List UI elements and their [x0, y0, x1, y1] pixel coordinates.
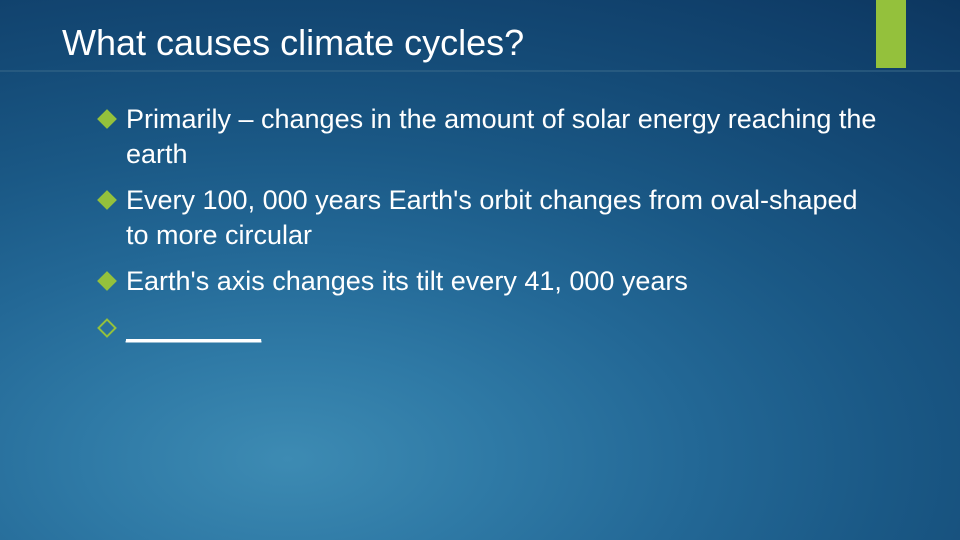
slide: What causes climate cycles? Primarily – … [0, 0, 960, 540]
diamond-icon [97, 109, 117, 129]
accent-block [876, 0, 906, 68]
bullet-item: Earth's axis changes its tilt every 41, … [100, 264, 880, 299]
bullet-text: Earth's axis changes its tilt every 41, … [126, 266, 688, 296]
bullet-text: Every 100, 000 years Earth's orbit chang… [126, 185, 858, 250]
bullet-text: _________ [126, 313, 261, 343]
slide-title: What causes climate cycles? [62, 22, 524, 64]
bullet-item: Every 100, 000 years Earth's orbit chang… [100, 183, 880, 252]
diamond-icon [97, 271, 117, 291]
diamond-outline-icon [97, 318, 117, 338]
diamond-icon [97, 190, 117, 210]
title-underline [0, 70, 960, 72]
bullet-item: Primarily – changes in the amount of sol… [100, 102, 880, 171]
bullet-list: Primarily – changes in the amount of sol… [100, 102, 880, 357]
bullet-item: _________ [100, 311, 880, 346]
bullet-text: Primarily – changes in the amount of sol… [126, 104, 876, 169]
